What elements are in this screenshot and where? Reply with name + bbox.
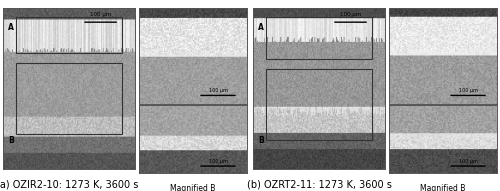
Bar: [266, 17, 372, 59]
Text: (a) OZIR2-10: 1273 K, 3600 s: (a) OZIR2-10: 1273 K, 3600 s: [0, 179, 138, 189]
Text: 100 μm: 100 μm: [208, 159, 228, 164]
Text: 100 μm: 100 μm: [90, 12, 111, 17]
Text: Magnified B: Magnified B: [170, 184, 216, 191]
Bar: [16, 17, 122, 53]
Text: Magnified B: Magnified B: [420, 184, 466, 191]
Text: A: A: [8, 23, 14, 32]
Text: B: B: [258, 136, 264, 145]
Bar: [266, 69, 372, 140]
Text: 100 μm: 100 μm: [458, 159, 477, 164]
Text: 100 μm: 100 μm: [458, 87, 477, 92]
Bar: [16, 62, 122, 134]
Text: B: B: [8, 136, 14, 145]
Text: Magnified A: Magnified A: [420, 117, 466, 126]
Text: Magnified A: Magnified A: [170, 117, 216, 126]
Text: 100 μm: 100 μm: [340, 12, 361, 17]
Text: A: A: [258, 23, 264, 32]
Text: 100 μm: 100 μm: [208, 87, 228, 92]
Text: (b) OZRT2-11: 1273 K, 3600 s: (b) OZRT2-11: 1273 K, 3600 s: [246, 179, 392, 189]
